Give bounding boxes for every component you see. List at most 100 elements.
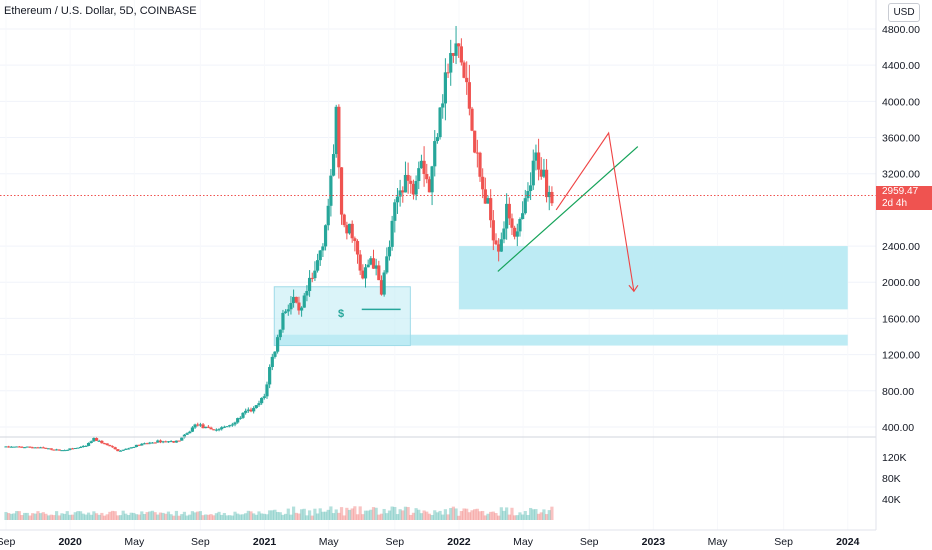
candle-body [70,448,75,450]
volume-bar [100,512,104,520]
volume-bar [124,513,128,520]
volume-bar [462,508,466,520]
candle-body [390,220,394,247]
demand-zone [273,286,411,347]
volume-bar [238,514,242,520]
volume-bar [425,511,429,520]
volume-bar [323,511,328,520]
candle-body [334,106,338,155]
volume-bar [201,515,205,520]
candle-body [193,424,197,428]
candle-body [33,447,37,449]
volume-bar [116,515,120,520]
volume-bar [44,513,48,520]
candle-body [76,447,80,449]
volume-bar [273,509,277,520]
time-tick-label: May [513,536,534,548]
volume-bar [182,511,187,520]
candle-body [36,447,40,449]
volume-bar [489,511,493,520]
candle-body [172,441,176,443]
candle-body [425,174,429,180]
candle-body [451,53,455,56]
candle-body [478,152,482,177]
volume-bar [233,511,237,520]
candle-body [236,418,240,423]
candle-body [417,168,421,182]
candle-body [257,403,261,406]
candle-body [393,202,397,221]
volume-bar [17,511,21,520]
volume-bar [531,509,535,520]
volume-bar [118,515,123,520]
candle-body [230,424,234,426]
candle-body [292,296,296,304]
candle-body [188,431,192,434]
candle-body [252,408,256,412]
candle-body [241,412,245,418]
volume-bar [49,514,53,520]
candle-body [329,175,333,206]
candle-body [489,198,493,221]
time-tick-label: Sep [774,536,793,548]
volume-bar [166,511,171,520]
volume-bar [430,514,434,520]
volume-bar [204,514,208,520]
candle-body [305,291,309,296]
candle-body [198,424,202,426]
candle-body [41,447,45,449]
candle-body [427,179,432,193]
candle-body [113,447,117,450]
volume-bar [292,506,296,520]
volume-bar [31,513,35,520]
candle-body [137,444,141,446]
price-tick-label: 400.00 [882,422,914,434]
candle-body [446,72,450,74]
candle-body [513,227,517,237]
volume-bar [537,513,541,520]
volume-bar [361,514,365,520]
volume-bar [169,514,173,520]
volume-bar [214,513,218,520]
candle-body [401,190,405,193]
projection-path [555,131,635,292]
volume-bar [190,511,195,520]
volume-bar [68,514,72,520]
candle-body [345,225,349,234]
volume-bar [401,510,405,520]
candle-body [406,174,410,181]
volume-bar [390,506,394,520]
volume-bar [180,514,184,520]
demand-zone [458,246,848,310]
currency-button[interactable]: USD [888,3,920,22]
candle-body [369,258,373,265]
candle-body [196,424,200,426]
candle-body [481,176,485,190]
candle-body [4,446,8,448]
time-tick-label: Sep [0,536,15,548]
volume-bar [278,512,282,520]
volume-bar [387,510,392,520]
candle-body [273,351,277,357]
candle-body [385,256,389,273]
volume-bar [57,515,61,520]
volume-bar [473,509,477,520]
volume-bar [142,514,147,520]
volume-bar [438,510,442,520]
volume-bar [25,512,29,520]
volume-bar [105,514,109,520]
candle-body [54,449,59,451]
candle-body [166,441,171,443]
candle-body [281,312,285,330]
bar-countdown: 2d 4h [882,198,908,209]
candle-body [491,220,495,241]
volume-bar [289,514,293,520]
volume-bar [113,511,117,520]
volume-bar [268,510,272,520]
candle-body [395,196,400,203]
candle-body [323,225,328,247]
volume-bar [529,507,533,520]
candle-body [465,77,469,83]
candle-body [518,219,522,232]
